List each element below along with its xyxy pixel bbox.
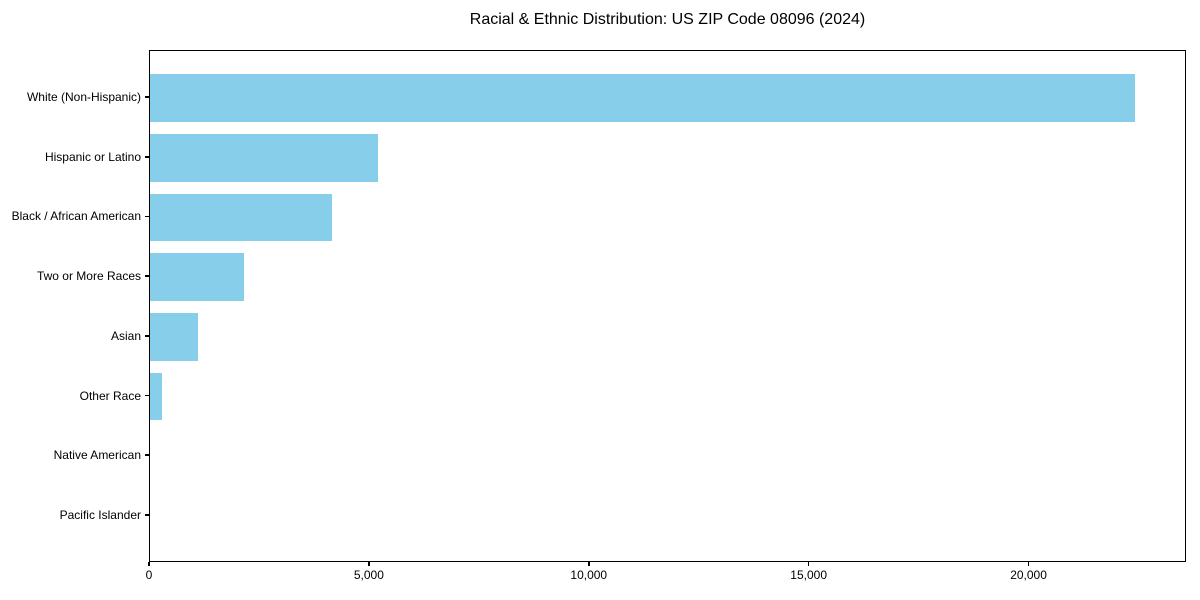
y-tick-mark — [145, 454, 149, 456]
y-tick-mark — [145, 96, 149, 98]
y-tick-mark — [145, 394, 149, 397]
bar-other-race — [150, 372, 162, 421]
x-tick-mark — [368, 562, 370, 566]
y-tick-label-black-african-american: Black / African American — [11, 209, 141, 224]
x-tick-label-20000: 20,000 — [1010, 568, 1047, 582]
x-tick-mark — [588, 562, 590, 566]
y-tick-label-asian: Asian — [110, 328, 141, 343]
y-tick-mark — [145, 514, 149, 516]
plot-area — [149, 50, 1186, 562]
y-tick-mark — [145, 335, 149, 337]
x-tick-label-0: 0 — [145, 568, 153, 582]
y-tick-label-other-race: Other Race — [79, 388, 141, 403]
y-tick-label-two-or-more-races: Two or More Races — [36, 269, 141, 284]
x-tick-mark — [148, 562, 150, 566]
y-tick-mark — [145, 215, 149, 218]
y-tick-label-pacific-islander: Pacific Islander — [59, 507, 141, 522]
x-tick-label-5000: 5,000 — [353, 568, 384, 582]
bar-hispanic-or-latino — [150, 133, 378, 182]
bar-asian — [150, 312, 198, 361]
y-tick-mark — [145, 275, 149, 277]
y-tick-label-white-non-hispanic: White (Non-Hispanic) — [26, 90, 141, 105]
y-tick-label-hispanic-or-latino: Hispanic or Latino — [44, 149, 141, 164]
bar-black-african-american — [150, 193, 332, 242]
y-tick-mark — [145, 156, 149, 158]
x-tick-mark — [807, 562, 810, 566]
bar-two-or-more-races — [150, 253, 244, 302]
y-tick-label-native-american: Native American — [53, 448, 141, 463]
x-tick-mark — [1027, 562, 1030, 566]
x-tick-label-15000: 15,000 — [790, 568, 827, 582]
bar-white-non-hispanic — [150, 74, 1135, 122]
x-tick-label-10000: 10,000 — [570, 568, 608, 582]
chart-title: Racial & Ethnic Distribution: US ZIP Cod… — [469, 11, 866, 28]
